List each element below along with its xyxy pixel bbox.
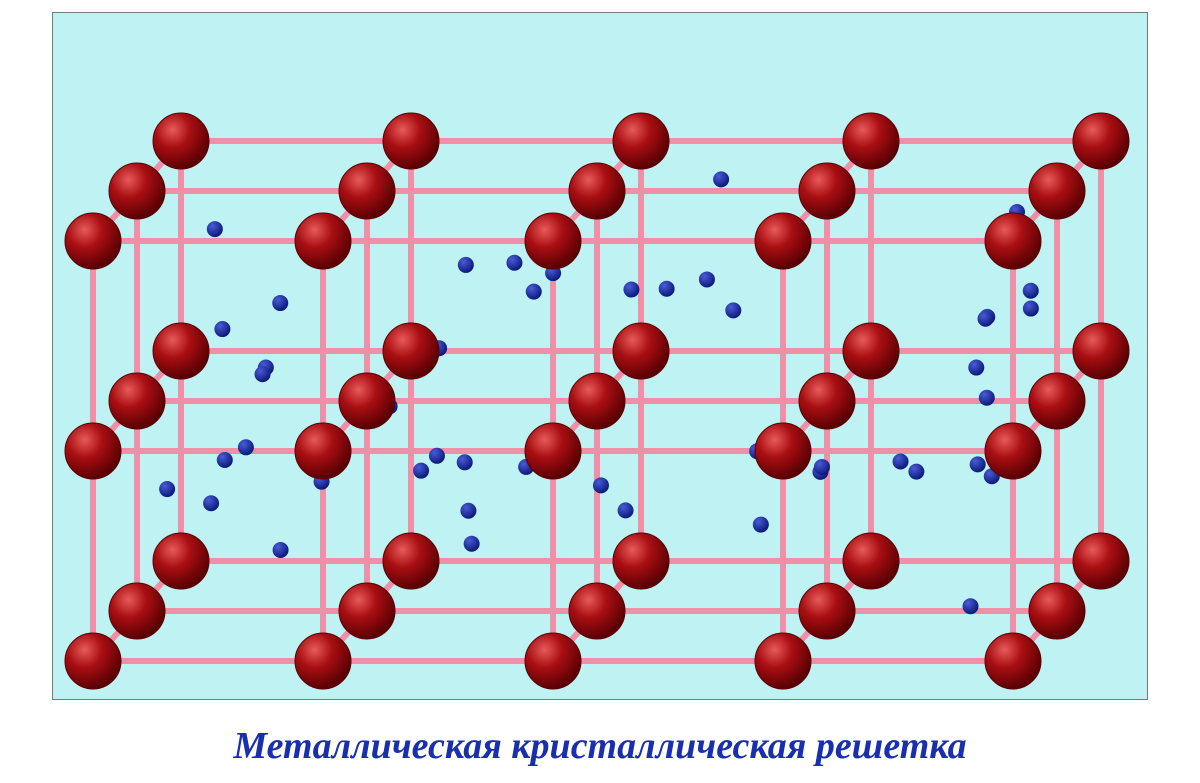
stage: Металлическая кристаллическая решетка [0, 0, 1200, 783]
diagram-panel [52, 12, 1148, 700]
lattice-svg [53, 13, 1147, 699]
caption-text: Металлическая кристаллическая решетка [0, 724, 1200, 768]
